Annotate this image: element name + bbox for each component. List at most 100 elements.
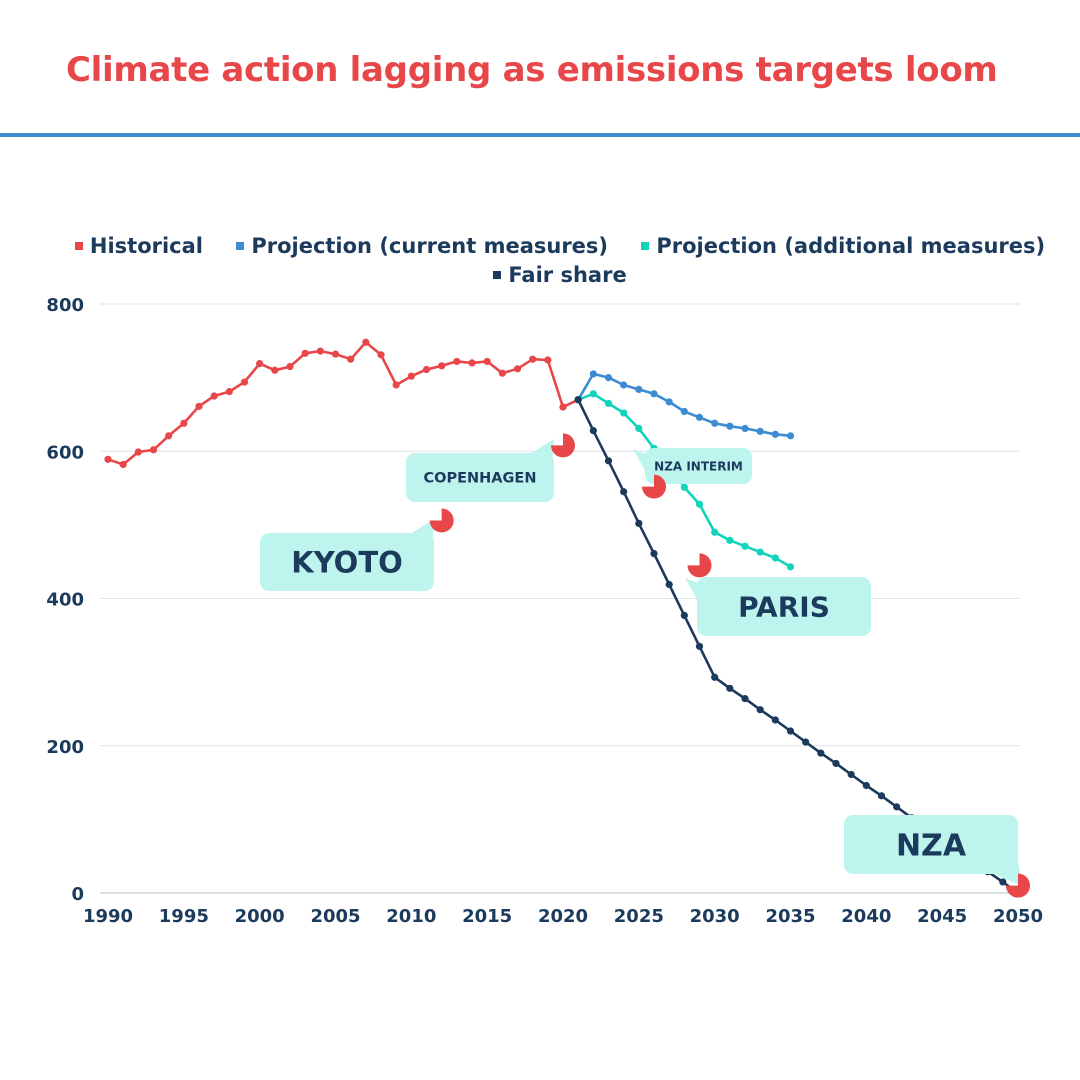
data-point-fair-share-2023[interactable] — [604, 457, 613, 465]
data-point-fair-share-2036[interactable] — [802, 738, 810, 746]
y-tick-200: 200 — [46, 737, 84, 758]
data-point-fair-share-2041[interactable] — [877, 792, 886, 800]
milestone-marker-copenhagen[interactable] — [551, 433, 575, 458]
data-point-fair-share-2035[interactable] — [786, 727, 795, 735]
data-point-historical-2008[interactable] — [377, 351, 385, 359]
chart-legend: Historical Projection (current measures)… — [60, 232, 1060, 290]
legend-item-current-measures[interactable]: Projection (current measures) — [236, 232, 608, 261]
x-tick-2050: 2050 — [993, 906, 1043, 927]
data-point-historical-2011[interactable] — [422, 365, 431, 374]
data-point-historical-2013[interactable] — [453, 357, 461, 366]
data-point-projection-current-measures-2025[interactable] — [635, 385, 643, 394]
data-point-historical-2005[interactable] — [331, 350, 340, 358]
data-point-fair-share-2025[interactable] — [635, 519, 643, 528]
milestone-marker-paris[interactable] — [687, 553, 712, 578]
data-point-projection-additional-measures-2031[interactable] — [726, 536, 734, 544]
data-point-projection-additional-measures-2023[interactable] — [604, 399, 613, 407]
data-point-projection-current-measures-2022[interactable] — [589, 370, 597, 378]
data-point-fair-share-2034[interactable] — [771, 716, 779, 724]
data-point-projection-current-measures-2027[interactable] — [665, 398, 673, 406]
milestone-marker-nza[interactable] — [1006, 873, 1030, 898]
data-point-fair-share-2042[interactable] — [893, 803, 901, 811]
data-point-fair-share-2024[interactable] — [620, 488, 628, 496]
data-point-historical-2015[interactable] — [483, 357, 491, 366]
data-point-historical-1992[interactable] — [134, 448, 142, 456]
data-point-projection-current-measures-2029[interactable] — [695, 413, 704, 421]
data-point-historical-1991[interactable] — [119, 460, 127, 469]
data-point-historical-2012[interactable] — [438, 362, 446, 370]
milestone-marker-nza-interim[interactable] — [642, 474, 666, 499]
data-point-historical-1999[interactable] — [240, 378, 249, 386]
data-point-projection-additional-measures-2035[interactable] — [786, 563, 795, 571]
data-point-historical-1996[interactable] — [195, 402, 203, 410]
data-point-fair-share-2032[interactable] — [741, 695, 749, 703]
data-point-historical-2010[interactable] — [407, 372, 415, 380]
data-point-historical-1995[interactable] — [180, 419, 188, 427]
data-point-projection-additional-measures-2034[interactable] — [771, 554, 779, 562]
data-point-projection-current-measures-2033[interactable] — [756, 427, 764, 435]
data-point-historical-2006[interactable] — [347, 355, 355, 363]
data-point-historical-1994[interactable] — [165, 432, 173, 440]
data-point-fair-share-2029[interactable] — [695, 642, 704, 650]
data-point-projection-additional-measures-2022[interactable] — [589, 390, 597, 398]
data-point-projection-current-measures-2024[interactable] — [620, 381, 628, 389]
milestone-paris[interactable]: PARIS — [685, 553, 871, 636]
data-point-historical-2002[interactable] — [286, 362, 294, 371]
data-point-projection-additional-measures-2028[interactable] — [680, 483, 688, 491]
milestone-kyoto[interactable]: KYOTO — [260, 508, 454, 591]
data-point-fair-share-2049[interactable] — [999, 878, 1007, 886]
data-point-projection-additional-measures-2030[interactable] — [711, 528, 719, 536]
data-point-fair-share-2038[interactable] — [832, 759, 840, 768]
legend-item-fair-share[interactable]: Fair share — [493, 261, 627, 290]
data-point-fair-share-2028[interactable] — [680, 611, 688, 620]
data-point-fair-share-2026[interactable] — [650, 549, 658, 558]
milestone-copenhagen[interactable]: COPENHAGEN — [406, 433, 575, 502]
data-point-fair-share-2027[interactable] — [665, 580, 673, 589]
data-point-historical-2018[interactable] — [529, 355, 537, 363]
data-point-fair-share-2033[interactable] — [756, 706, 764, 714]
data-point-projection-current-measures-2030[interactable] — [711, 419, 719, 427]
data-point-historical-2014[interactable] — [468, 359, 476, 367]
data-point-projection-additional-measures-2032[interactable] — [741, 542, 749, 550]
data-point-projection-additional-measures-2029[interactable] — [695, 500, 704, 508]
data-point-projection-current-measures-2023[interactable] — [604, 374, 613, 382]
data-point-fair-share-2022[interactable] — [589, 427, 597, 435]
milestone-marker-kyoto[interactable] — [429, 508, 454, 533]
data-point-projection-current-measures-2035[interactable] — [786, 432, 795, 440]
data-point-projection-current-measures-2026[interactable] — [650, 390, 658, 398]
data-point-historical-1997[interactable] — [210, 392, 218, 400]
data-point-historical-2016[interactable] — [498, 369, 506, 377]
data-point-projection-additional-measures-2025[interactable] — [635, 424, 643, 433]
data-point-fair-share-2037[interactable] — [817, 749, 825, 757]
milestone-nza[interactable]: NZA — [844, 815, 1030, 898]
data-point-historical-2001[interactable] — [271, 366, 279, 374]
callout-box-nza-interim — [645, 448, 752, 484]
data-point-projection-current-measures-2028[interactable] — [680, 407, 688, 416]
data-point-fair-share-2031[interactable] — [726, 684, 734, 692]
data-point-historical-1998[interactable] — [225, 388, 233, 396]
milestone-nza-interim[interactable]: NZA INTERIM — [633, 448, 752, 499]
data-point-fair-share-2040[interactable] — [862, 781, 870, 790]
data-point-fair-share-2021[interactable] — [574, 396, 582, 404]
data-point-historical-1993[interactable] — [149, 446, 158, 454]
data-point-projection-current-measures-2032[interactable] — [741, 424, 749, 433]
series-line-historical — [106, 340, 580, 466]
data-point-historical-1990[interactable] — [104, 455, 112, 463]
data-point-historical-2004[interactable] — [316, 347, 324, 355]
x-tick-2020: 2020 — [538, 906, 588, 927]
legend-item-additional-measures[interactable]: Projection (additional measures) — [641, 232, 1045, 261]
data-point-historical-2007[interactable] — [362, 338, 370, 346]
data-point-projection-additional-measures-2024[interactable] — [620, 409, 628, 417]
data-point-fair-share-2039[interactable] — [847, 770, 855, 779]
data-point-projection-current-measures-2034[interactable] — [771, 430, 779, 438]
data-point-historical-2000[interactable] — [256, 360, 264, 368]
data-point-historical-2009[interactable] — [392, 381, 400, 389]
data-point-projection-current-measures-2031[interactable] — [726, 422, 734, 430]
data-point-historical-2020[interactable] — [559, 403, 567, 411]
data-point-historical-2017[interactable] — [513, 365, 522, 373]
data-point-fair-share-2030[interactable] — [711, 673, 719, 681]
data-point-historical-2003[interactable] — [301, 349, 309, 357]
data-point-projection-additional-measures-2033[interactable] — [756, 548, 764, 556]
legend-item-historical[interactable]: Historical — [74, 232, 203, 261]
data-point-historical-2019[interactable] — [544, 356, 552, 364]
